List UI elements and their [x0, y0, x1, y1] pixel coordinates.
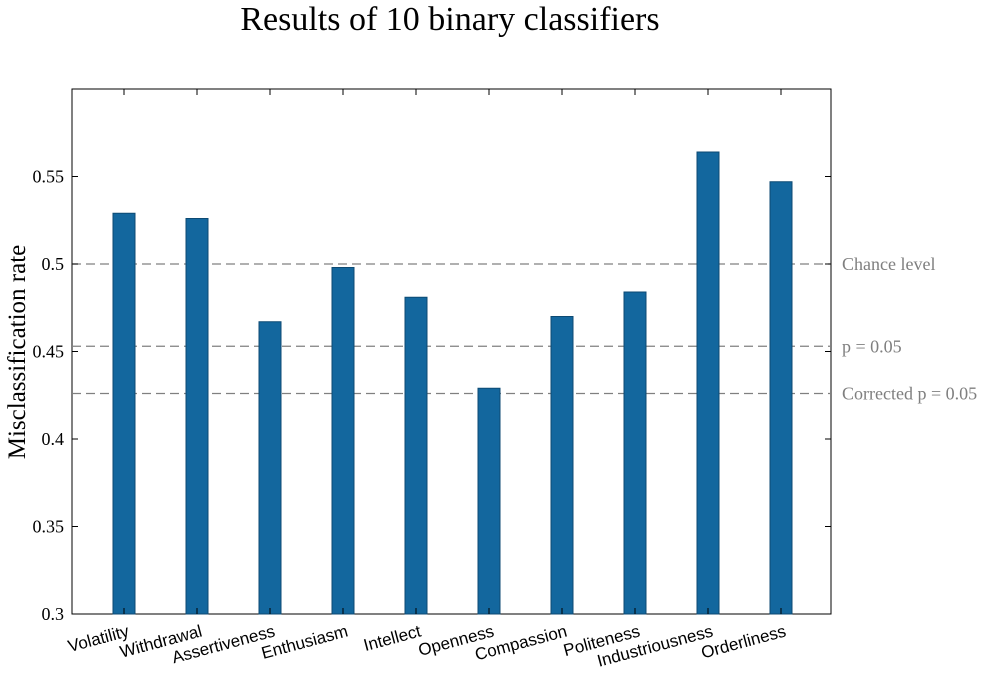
bar [769, 181, 793, 615]
x-tick-labels: VolatilityWithdrawalAssertivenessEnthusi… [66, 621, 788, 670]
y-tick-label: 0.35 [33, 517, 65, 537]
y-tick-label: 0.4 [42, 429, 65, 449]
bar [550, 316, 574, 615]
y-axis-label: Misclassification rate [4, 245, 31, 460]
axis-ticks [72, 89, 831, 615]
x-tick-label: Intellect [362, 621, 424, 655]
reference-line-label: p = 0.05 [842, 336, 902, 356]
bar [112, 212, 136, 615]
bar [404, 296, 428, 615]
reference-line-label: Corrected p = 0.05 [842, 384, 977, 404]
bar [185, 218, 209, 615]
bar [258, 321, 282, 615]
y-tick-label: 0.45 [33, 342, 65, 362]
y-tick-label: 0.55 [33, 167, 65, 187]
bar [696, 151, 720, 615]
reference-line-label: Chance level [842, 254, 935, 274]
x-tick-label: Orderliness [699, 622, 788, 663]
y-tick-labels: 0.3 0.35 0.4 0.45 0.5 0.55 [33, 167, 65, 625]
bar [623, 291, 647, 615]
bars [112, 151, 793, 615]
chart-title: Results of 10 binary classifiers [240, 1, 659, 38]
y-tick-label: 0.5 [42, 254, 65, 274]
y-tick-label: 0.3 [42, 604, 65, 624]
bar [477, 387, 501, 615]
bar [331, 267, 355, 615]
